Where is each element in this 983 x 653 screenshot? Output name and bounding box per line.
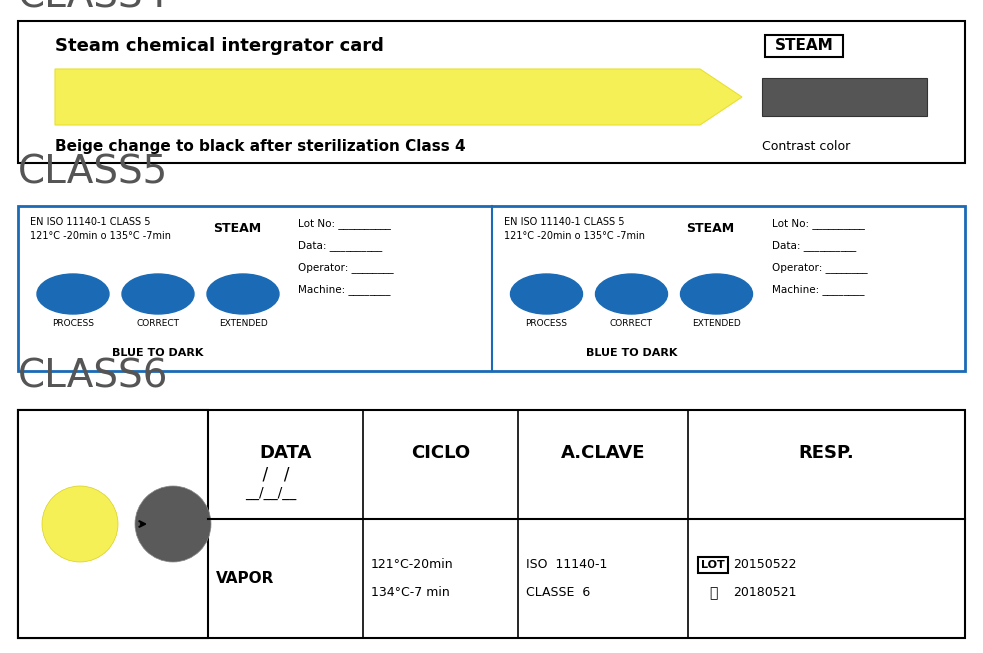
Bar [18,410,208,638]
Bar [18,21,965,163]
Bar [765,35,843,57]
Text: CORRECT: CORRECT [610,319,653,328]
Text: DATA: DATA [260,444,312,462]
Text: PROCESS: PROCESS [52,319,94,328]
Ellipse shape [42,486,118,562]
Text: STEAM: STEAM [775,39,834,54]
Text: 134°C-7 min: 134°C-7 min [371,586,450,599]
Text: RESP.: RESP. [798,444,854,462]
Text: BLUE TO DARK: BLUE TO DARK [586,348,677,358]
Ellipse shape [680,274,753,314]
Ellipse shape [510,274,583,314]
Text: CORRECT: CORRECT [137,319,180,328]
Text: LOT: LOT [701,560,724,569]
Text: 121°C-20min: 121°C-20min [371,558,453,571]
Text: A.CLAVE: A.CLAVE [560,444,645,462]
Text: 121°C -20min o 135°C -7min: 121°C -20min o 135°C -7min [30,231,171,241]
Text: __/__/__: __/__/__ [245,486,296,500]
Text: Steam chemical intergrator card: Steam chemical intergrator card [55,37,384,55]
Text: 20180521: 20180521 [733,586,796,599]
Text: EN ISO 11140-1 CLASS 5: EN ISO 11140-1 CLASS 5 [503,217,624,227]
Text: VAPOR: VAPOR [216,571,274,586]
Text: Beige change to black after sterilization Class 4: Beige change to black after sterilizatio… [55,138,466,153]
Text: Machine: ________: Machine: ________ [772,285,864,295]
Text: STEAM: STEAM [686,221,734,234]
Text: ⌛: ⌛ [709,586,718,599]
Text: CLASS5: CLASS5 [18,153,168,191]
Polygon shape [55,69,742,125]
Text: EN ISO 11140-1 CLASS 5: EN ISO 11140-1 CLASS 5 [30,217,150,227]
Ellipse shape [135,486,211,562]
Text: BLUE TO DARK: BLUE TO DARK [112,348,203,358]
Bar [762,78,927,116]
Text: EXTENDED: EXTENDED [218,319,267,328]
Text: 20150522: 20150522 [733,558,796,571]
Text: CICLO: CICLO [411,444,470,462]
Text: CLASSE  6: CLASSE 6 [526,586,590,599]
Text: EXTENDED: EXTENDED [692,319,741,328]
Text: 121°C -20min o 135°C -7min: 121°C -20min o 135°C -7min [503,231,645,241]
Text: Lot No: __________: Lot No: __________ [298,219,391,229]
Ellipse shape [37,274,109,314]
Ellipse shape [596,274,667,314]
Bar [18,206,965,371]
Text: Contrast color: Contrast color [762,140,850,153]
Text: STEAM: STEAM [213,221,261,234]
Text: CLASS4: CLASS4 [18,0,168,16]
Bar [698,557,728,573]
Text: Lot No: __________: Lot No: __________ [772,219,864,229]
Text: CLASS6: CLASS6 [18,357,168,395]
Ellipse shape [207,274,279,314]
Text: Data: __________: Data: __________ [772,240,856,251]
Text: /   /: / / [252,466,289,484]
Text: ISO  11140-1: ISO 11140-1 [526,558,607,571]
Bar [18,410,965,638]
Text: Data: __________: Data: __________ [298,240,382,251]
Text: PROCESS: PROCESS [526,319,567,328]
Text: Operator: ________: Operator: ________ [772,263,867,274]
Ellipse shape [122,274,194,314]
Text: Machine: ________: Machine: ________ [298,285,390,295]
Text: Operator: ________: Operator: ________ [298,263,393,274]
